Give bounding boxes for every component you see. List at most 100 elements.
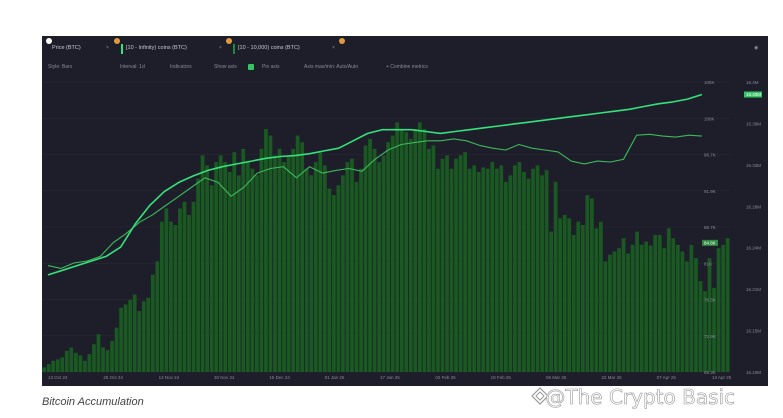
bar — [467, 168, 472, 372]
bar — [644, 241, 649, 372]
bar — [69, 347, 74, 372]
bar — [417, 122, 422, 372]
bar — [599, 221, 603, 372]
bar — [653, 234, 658, 372]
bar — [119, 307, 123, 372]
bar — [562, 215, 567, 372]
bar — [336, 185, 341, 372]
bar — [132, 294, 137, 372]
bar — [350, 158, 354, 372]
bar — [322, 165, 327, 372]
close-icon[interactable]: × — [106, 45, 109, 51]
show-axis-checkbox[interactable] — [248, 64, 254, 70]
bar — [92, 344, 96, 372]
legend-price-label[interactable]: Price (BTC) — [52, 45, 81, 51]
bar — [209, 185, 214, 372]
bar — [463, 152, 467, 372]
bar — [200, 155, 205, 372]
bar — [114, 327, 119, 372]
bar — [390, 135, 395, 372]
bar — [666, 228, 671, 372]
bar — [513, 165, 517, 372]
legend-price-dot — [46, 38, 52, 44]
style-select[interactable]: Style: Bars — [48, 64, 73, 70]
bar — [227, 172, 232, 372]
bar — [214, 162, 219, 372]
bar — [680, 251, 685, 372]
bar — [427, 148, 431, 372]
bar — [236, 175, 241, 372]
y-left-tick-label: 81K — [704, 261, 712, 266]
x-tick-label: 17 Jan 25 — [380, 375, 400, 380]
bar — [146, 297, 151, 372]
bar — [150, 274, 155, 372]
bar — [309, 175, 314, 372]
interval-select[interactable]: Interval: 1d — [120, 64, 145, 70]
watermark: ◇@The Crypto Basic — [545, 385, 736, 410]
y-right-tick-label: 16.24M — [746, 246, 761, 251]
bar — [408, 138, 413, 372]
bar — [549, 231, 553, 372]
bar — [440, 158, 445, 372]
bar — [73, 352, 78, 372]
x-tick-label: 30 Nov 24 — [214, 375, 235, 380]
legend-accum2-label[interactable]: [10 - 10,000) coins (BTC) — [238, 45, 300, 51]
legend-accum-label[interactable]: [10 - Infinity) coins (BTC) — [126, 45, 187, 51]
bar — [141, 301, 146, 372]
y-right-tick-label: 16.15M — [746, 329, 761, 334]
bar — [413, 128, 418, 372]
x-tick-label: 25 Oct 24 — [103, 375, 123, 380]
close-icon[interactable]: × — [219, 45, 222, 51]
bar — [300, 142, 305, 372]
bar — [472, 165, 477, 372]
bar — [449, 168, 454, 372]
x-tick-label: 13 Oct 24 — [48, 375, 68, 380]
axis-max-min-select[interactable]: Axis max/min: Auto/Auto — [304, 64, 359, 70]
y-left-tick-label: 96.7K — [704, 153, 716, 158]
bar — [250, 168, 255, 372]
bar — [87, 354, 92, 372]
bar — [553, 181, 558, 372]
bar — [191, 201, 196, 372]
legend-accum2-dot — [226, 38, 232, 44]
bar — [205, 165, 209, 372]
bar — [372, 148, 377, 372]
bar — [522, 172, 526, 372]
bar — [703, 291, 707, 372]
bar — [377, 162, 381, 372]
y-right-tick-label: 16.10M — [746, 370, 761, 375]
bar — [241, 148, 246, 372]
bar — [436, 168, 440, 372]
x-tick-label: 22 Mar 25 — [601, 375, 622, 380]
bar — [603, 261, 608, 372]
bar — [318, 152, 323, 372]
y-right-tick-label: 16.28M — [746, 204, 761, 209]
close-icon[interactable]: × — [332, 45, 335, 51]
bar — [716, 248, 721, 372]
bar — [295, 135, 300, 372]
indicators-select[interactable]: Indicators — [170, 64, 192, 70]
y-right-tick-label: 16.4M — [746, 80, 759, 85]
y-left-tick-label: 100K — [704, 116, 715, 121]
bar — [169, 221, 173, 372]
bar — [617, 248, 621, 372]
bar — [363, 145, 368, 372]
combine-metrics-button[interactable]: + Combine metrics — [386, 64, 428, 70]
settings-icon[interactable]: ◉ — [754, 45, 759, 51]
series-line-10-infinity — [47, 93, 703, 276]
bar — [517, 162, 522, 372]
series-line-10-10000 — [47, 133, 703, 269]
x-tick-label: 15 Dec 24 — [269, 375, 290, 380]
bar — [476, 172, 481, 372]
bar — [589, 198, 594, 372]
show-axis-label: Show axis — [214, 64, 237, 70]
y-left-tick-label: 65.3K — [704, 370, 716, 375]
bar — [712, 287, 716, 372]
bar — [277, 148, 282, 372]
bar — [101, 347, 105, 372]
bar — [431, 145, 436, 372]
bar — [458, 155, 463, 372]
add-metric-dot[interactable] — [339, 38, 345, 44]
bar — [571, 234, 576, 372]
bar — [675, 244, 680, 372]
